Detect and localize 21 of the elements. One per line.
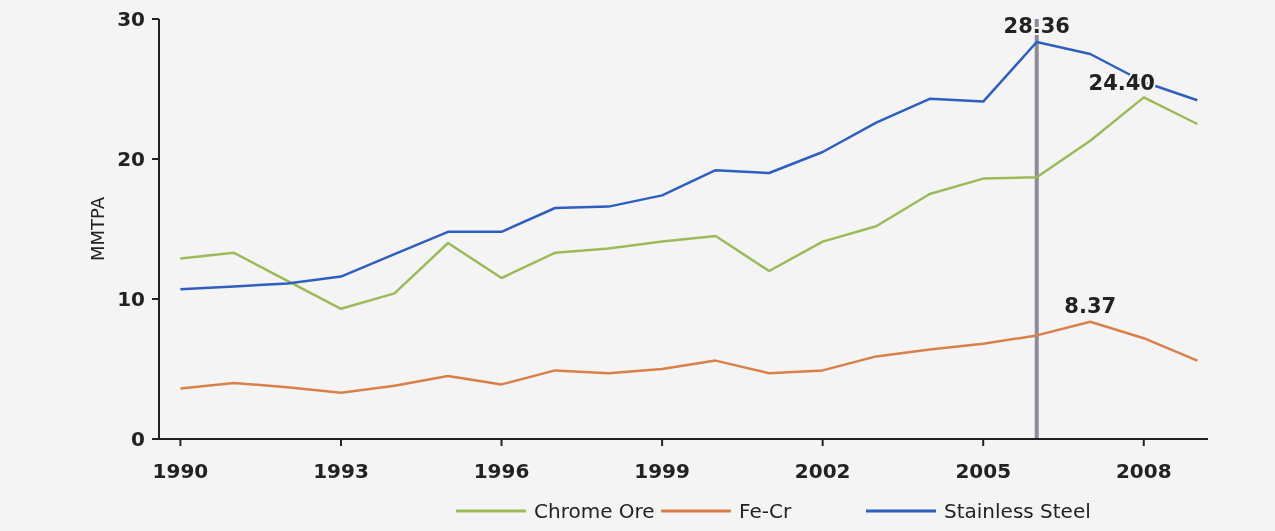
- x-tick-label: 1996: [473, 459, 530, 483]
- x-tick-label: 2005: [955, 459, 1012, 483]
- y-tick-label: 30: [117, 7, 145, 31]
- data-label: 8.37: [1064, 293, 1117, 318]
- y-axis-title: MMTPA: [87, 196, 108, 262]
- x-tick-label: 1999: [634, 459, 690, 483]
- x-tick-label: 2002: [794, 459, 851, 483]
- x-tick-label: 1993: [313, 459, 369, 483]
- line-series: [179, 40, 1199, 291]
- legend-label: Fe-Cr: [739, 499, 792, 523]
- line-series: [179, 96, 1199, 311]
- legend-label: Stainless Steel: [944, 499, 1091, 523]
- y-tick-label: 10: [117, 287, 145, 311]
- data-label: 28.36: [1003, 13, 1070, 38]
- y-tick-label: 0: [131, 427, 145, 451]
- legend-label: Chrome Ore: [534, 499, 655, 523]
- data-label: 24.40: [1088, 71, 1155, 96]
- x-tick-label: 1990: [152, 459, 209, 483]
- y-tick-label: 20: [117, 147, 145, 171]
- x-tick-label: 2008: [1115, 459, 1172, 483]
- line-series: [179, 320, 1199, 395]
